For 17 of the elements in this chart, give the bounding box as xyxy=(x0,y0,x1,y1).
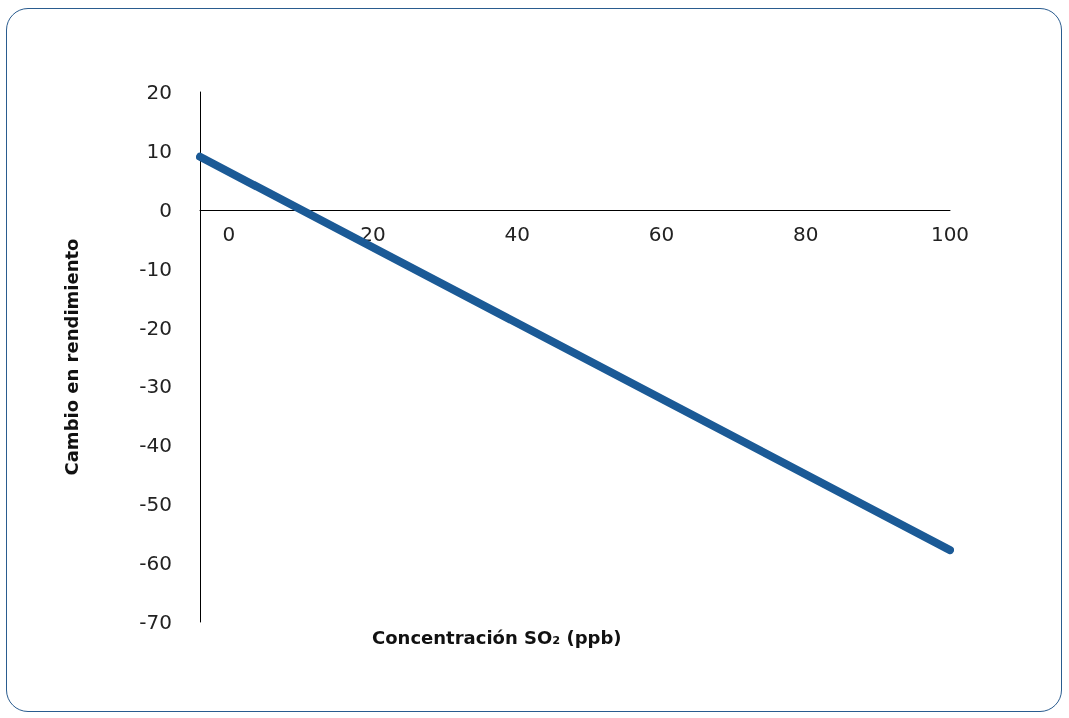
x-axis-title: Concentración SO₂ (ppb) xyxy=(372,626,622,648)
y-tick-label: -50 xyxy=(139,492,172,517)
x-tick-label: 0 xyxy=(222,221,236,246)
y-tick-label: -10 xyxy=(139,256,172,281)
x-tick-label: 40 xyxy=(504,221,531,246)
x-tick-label: 80 xyxy=(793,221,819,246)
y-tick-label: -40 xyxy=(139,433,172,458)
x-tick-label: 60 xyxy=(648,221,675,246)
y-tick-label: 0 xyxy=(159,197,172,222)
y-tick-label: -20 xyxy=(139,315,172,340)
y-axis-title: Cambio en rendimiento xyxy=(60,238,82,476)
y-tick-label: -30 xyxy=(139,374,172,399)
x-tick-label: 100 xyxy=(930,221,970,246)
y-tick-label: 20 xyxy=(146,80,172,104)
y-tick-label: -70 xyxy=(139,610,172,634)
y-tick-label: -60 xyxy=(139,551,172,576)
y-tick-label: 10 xyxy=(146,138,172,163)
